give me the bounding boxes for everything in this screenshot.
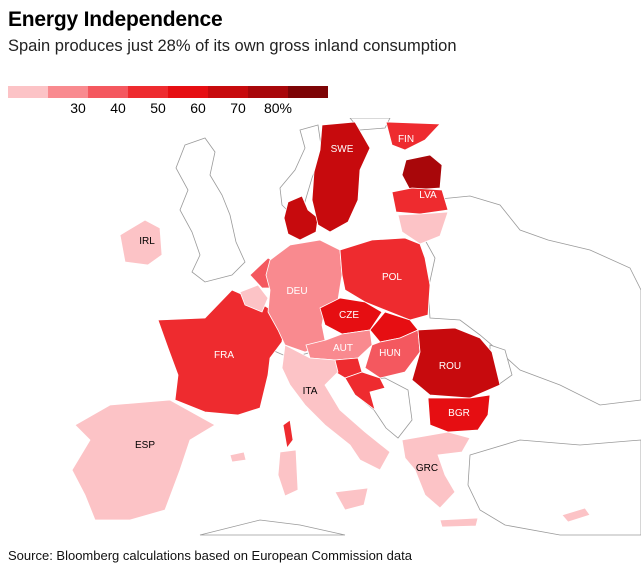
label-rou: ROU [439, 361, 461, 372]
region-esp [71, 399, 216, 521]
legend-swatch [128, 86, 168, 98]
region-cre [439, 517, 479, 528]
non-eu-land [175, 118, 641, 536]
region-bel [239, 284, 269, 313]
label-irl: IRL [139, 236, 155, 247]
legend-bar [8, 86, 328, 98]
label-pol: POL [382, 272, 402, 283]
legend-label: 30 [70, 100, 86, 116]
label-aut: AUT [333, 343, 353, 354]
country-regions [71, 121, 591, 528]
legend-label: 50 [150, 100, 166, 116]
chart-title: Energy Independence [8, 8, 223, 31]
label-bgr: BGR [448, 408, 470, 419]
region-est [401, 154, 443, 191]
region-hrv [344, 371, 386, 412]
label-ita: ITA [303, 386, 318, 397]
label-grc: GRC [416, 463, 438, 474]
europe-map: ESP FRA DEU POL CZE AUT HUN ROU BGR ITA … [71, 118, 641, 536]
region-cor [282, 419, 294, 449]
region-irl [119, 219, 163, 266]
label-fra: FRA [214, 350, 234, 361]
region-ita [281, 344, 391, 471]
legend-swatch [48, 86, 88, 98]
label-swe: SWE [331, 144, 354, 155]
legend-swatch [88, 86, 128, 98]
legend-label: 80% [263, 100, 293, 116]
label-lva: LVA [419, 190, 437, 201]
legend-label: 70 [230, 100, 246, 116]
label-fin: FIN [398, 134, 414, 145]
legend-swatch [168, 86, 208, 98]
region-bale [229, 451, 247, 463]
label-deu: DEU [286, 286, 307, 297]
label-esp: ESP [135, 440, 155, 451]
chart-subtitle: Spain produces just 28% of its own gross… [8, 37, 457, 55]
region-bgr [427, 394, 491, 433]
region-rou [411, 327, 501, 399]
region-swe [311, 121, 371, 233]
color-legend: 30 40 50 60 70 80% [8, 86, 328, 118]
legend-swatch [208, 86, 248, 98]
legend-swatch [248, 86, 288, 98]
region-cze [319, 297, 383, 335]
region-fra [157, 289, 286, 416]
legend-label: 60 [190, 100, 206, 116]
region-ltu [397, 211, 449, 245]
region-grc [401, 431, 471, 509]
label-cze: CZE [339, 310, 359, 321]
region-sar [277, 449, 299, 497]
legend-labels: 30 40 50 60 70 80% [8, 98, 328, 118]
region-cyp [561, 507, 591, 523]
legend-swatch [288, 86, 328, 98]
region-sic [334, 487, 369, 511]
region-pol [339, 237, 431, 321]
legend-swatch [8, 86, 48, 98]
region-labels: ESP FRA DEU POL CZE AUT HUN ROU BGR ITA … [135, 134, 470, 474]
region-dnk [283, 195, 319, 241]
region-fin [385, 121, 441, 151]
legend-label: 40 [110, 100, 126, 116]
label-hun: HUN [379, 348, 401, 359]
region-deu [265, 239, 343, 353]
region-lva [391, 187, 449, 215]
source-note: Source: Bloomberg calculations based on … [8, 548, 412, 563]
